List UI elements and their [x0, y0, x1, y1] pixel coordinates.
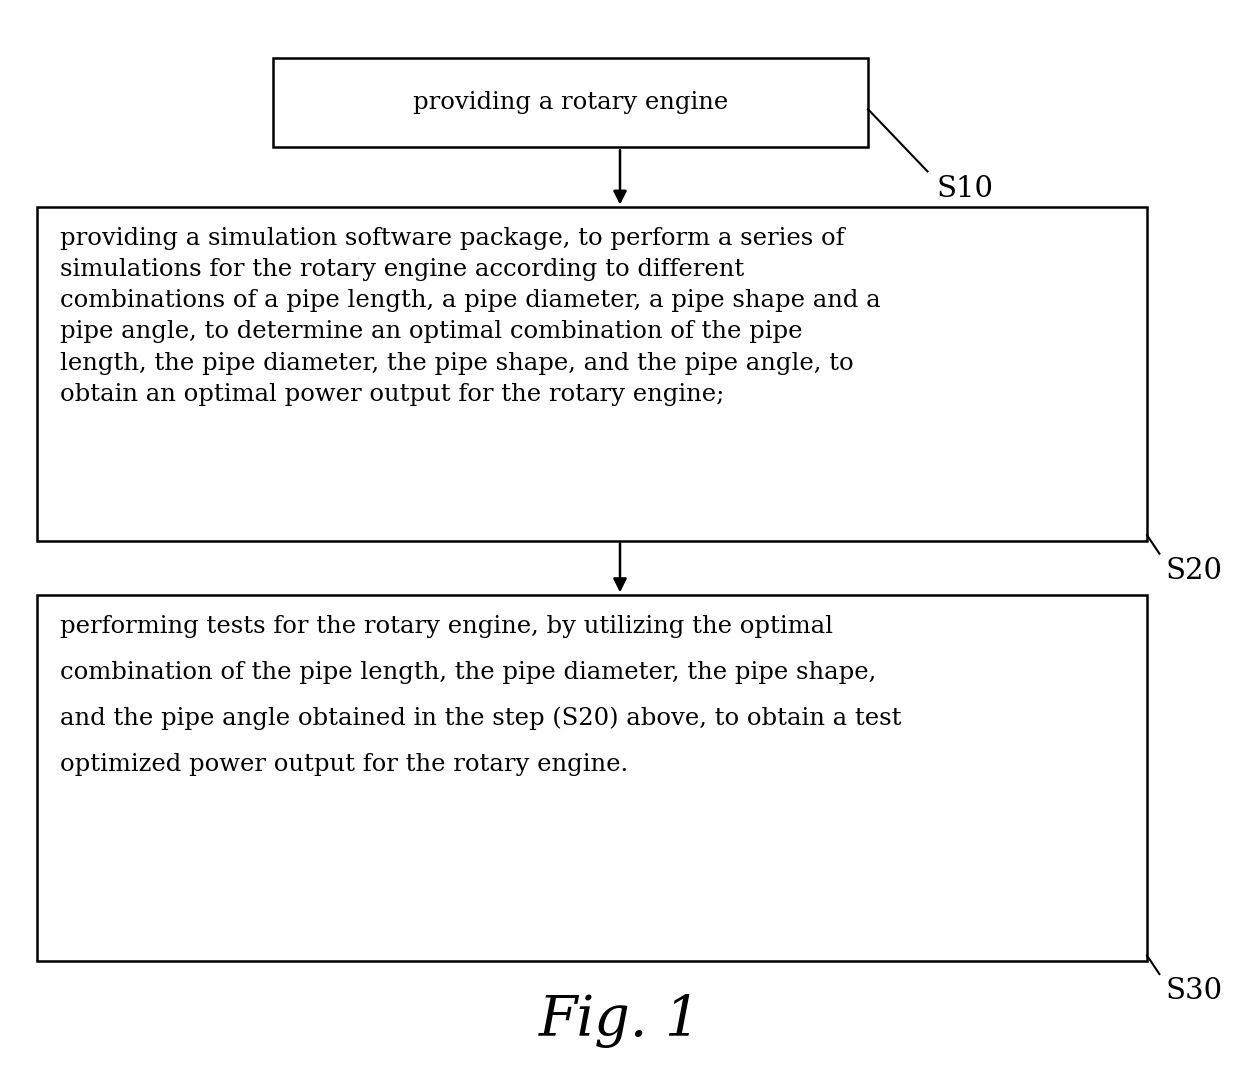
FancyBboxPatch shape [37, 207, 1147, 541]
FancyBboxPatch shape [273, 58, 868, 147]
FancyBboxPatch shape [37, 595, 1147, 961]
Text: S20: S20 [1166, 557, 1223, 585]
Text: providing a simulation software package, to perform a series of
simulations for : providing a simulation software package,… [60, 227, 880, 405]
Text: providing a rotary engine: providing a rotary engine [413, 91, 728, 115]
Text: S10: S10 [936, 175, 993, 203]
Text: S30: S30 [1166, 977, 1223, 1006]
Text: Fig. 1: Fig. 1 [539, 994, 701, 1048]
Text: performing tests for the rotary engine, by utilizing the optimal

combination of: performing tests for the rotary engine, … [60, 615, 901, 776]
